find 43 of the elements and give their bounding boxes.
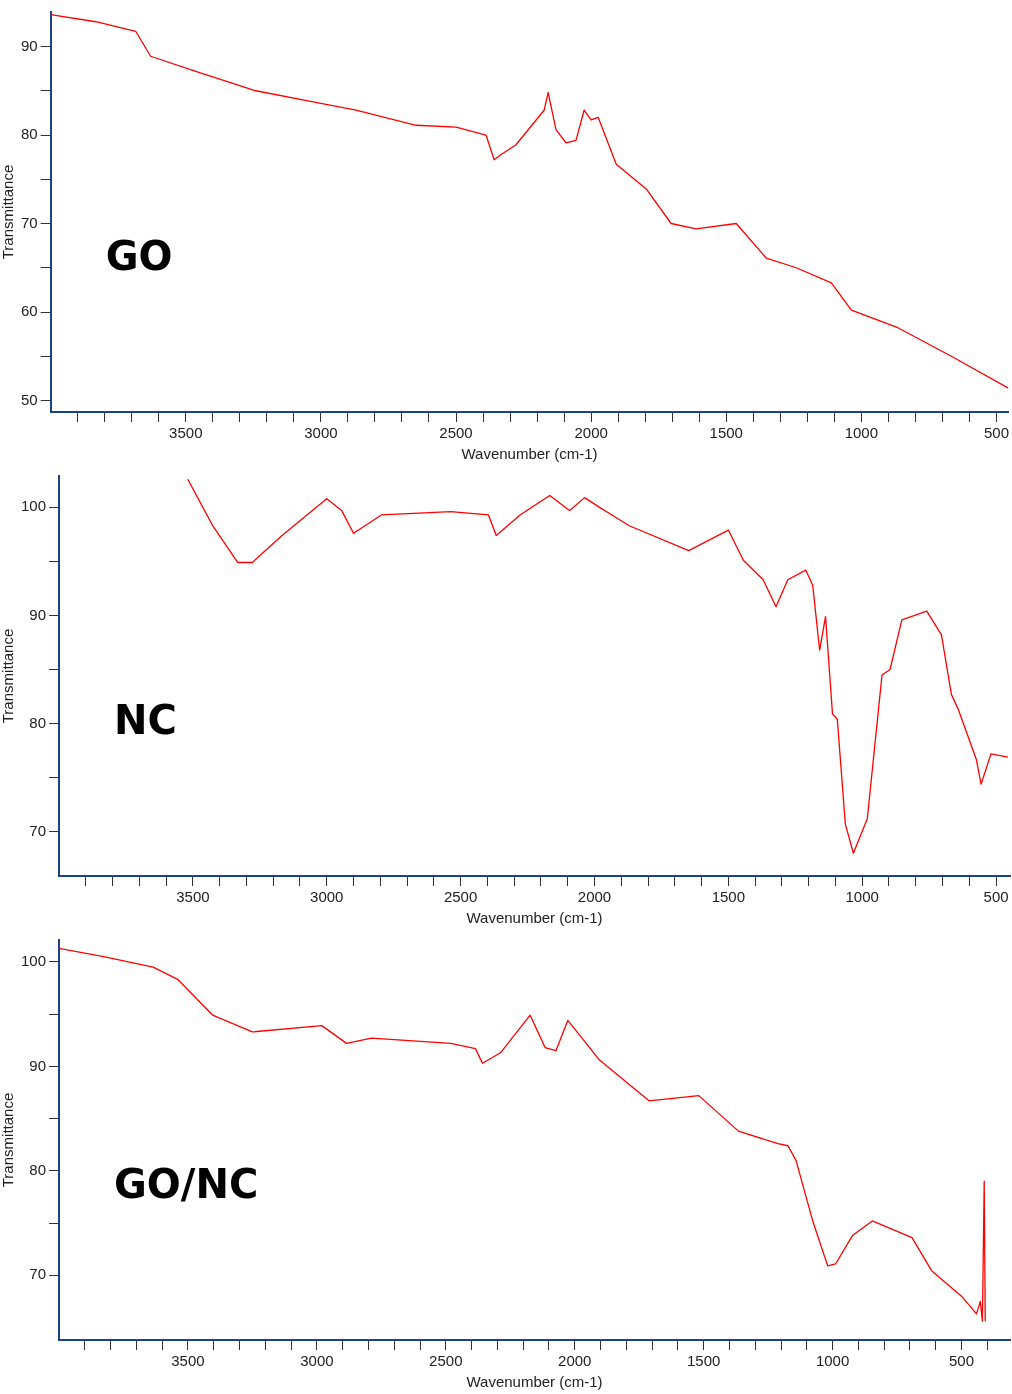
x-tick-label: 3500	[176, 888, 210, 906]
annotation: NC	[114, 697, 177, 744]
x-tick-label: 3500	[171, 1352, 205, 1370]
y-tick-label: 100	[21, 497, 47, 515]
y-tick-label: 70	[29, 821, 47, 839]
y-tick-label: 90	[29, 605, 47, 623]
x-tick-label: 2500	[439, 424, 473, 442]
y-tick-label: 50	[21, 390, 38, 408]
x-tick-label: 1000	[815, 1352, 850, 1370]
x-tick-label: 1500	[711, 888, 746, 906]
x-tick-label: 3500	[169, 424, 203, 442]
y-axis-title: Transmittance	[0, 628, 17, 724]
x-tick-label: 2500	[443, 888, 478, 906]
x-tick-label: 2000	[577, 888, 612, 906]
annotation: GO	[105, 233, 173, 280]
x-axis-title: Wavenumber (cm-1)	[466, 909, 603, 927]
y-tick-label: 90	[21, 36, 38, 54]
annotation: GO/NC	[114, 1161, 259, 1208]
y-axis-title: Transmittance	[0, 164, 17, 260]
y-tick-label: 100	[21, 952, 47, 970]
y-tick-label: 60	[21, 302, 38, 320]
x-tick-label: 3000	[310, 888, 344, 906]
x-tick-label: 1500	[709, 424, 743, 442]
x-tick-label: 500	[983, 888, 1009, 906]
x-tick-label: 1500	[686, 1352, 721, 1370]
y-axis-title: Transmittance	[0, 1092, 17, 1188]
x-tick-label: 2500	[429, 1352, 463, 1370]
x-tick-label: 1000	[844, 424, 879, 442]
x-axis-title: Wavenumber (cm-1)	[461, 445, 598, 463]
y-tick-label: 70	[29, 1265, 47, 1283]
y-tick-label: 70	[21, 213, 38, 231]
y-tick-label: 80	[21, 125, 38, 143]
y-tick-label: 80	[29, 1160, 47, 1178]
x-tick-label: 1000	[845, 888, 879, 906]
y-tick-label: 80	[29, 713, 47, 731]
x-tick-label: 2000	[574, 424, 608, 442]
x-tick-label: 3000	[304, 424, 338, 442]
x-tick-label: 500	[983, 424, 1009, 442]
x-tick-label: 2000	[558, 1352, 592, 1370]
y-tick-label: 90	[29, 1056, 47, 1074]
x-axis-title: Wavenumber (cm-1)	[466, 1373, 603, 1391]
x-tick-label: 3000	[300, 1352, 334, 1370]
x-tick-label: 500	[949, 1352, 975, 1370]
